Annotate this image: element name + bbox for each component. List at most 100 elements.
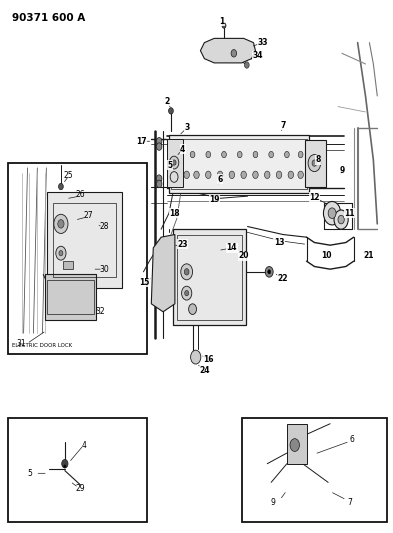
Bar <box>173 229 246 325</box>
Circle shape <box>334 210 348 229</box>
Text: 1: 1 <box>219 17 225 26</box>
Text: 6: 6 <box>217 175 223 183</box>
Circle shape <box>184 171 189 179</box>
Circle shape <box>156 180 162 188</box>
Text: 8: 8 <box>316 156 321 164</box>
Text: ELECTRIC DOOR LOCK: ELECTRIC DOOR LOCK <box>12 343 72 348</box>
Circle shape <box>181 264 193 280</box>
Text: 30: 30 <box>99 265 109 273</box>
Text: 29: 29 <box>76 484 85 493</box>
Circle shape <box>156 143 162 150</box>
Circle shape <box>312 160 317 166</box>
Circle shape <box>156 138 162 145</box>
Bar <box>8 418 147 522</box>
Circle shape <box>54 214 68 233</box>
Text: 90371 600 A: 90371 600 A <box>12 13 85 23</box>
Circle shape <box>222 23 226 28</box>
Circle shape <box>58 220 64 228</box>
Text: 5: 5 <box>167 161 173 169</box>
Bar <box>47 280 94 314</box>
Text: 22: 22 <box>278 274 288 282</box>
Bar <box>305 140 326 187</box>
Circle shape <box>269 151 274 158</box>
Circle shape <box>265 266 273 277</box>
Circle shape <box>288 171 294 179</box>
Bar <box>45 274 96 320</box>
Bar <box>177 235 242 320</box>
Polygon shape <box>151 235 175 312</box>
Circle shape <box>62 459 68 468</box>
Text: 15: 15 <box>139 278 149 287</box>
Circle shape <box>206 151 211 158</box>
Circle shape <box>338 215 344 224</box>
Text: 21: 21 <box>364 252 374 260</box>
Circle shape <box>194 171 199 179</box>
Circle shape <box>264 171 270 179</box>
Circle shape <box>241 171 246 179</box>
Circle shape <box>169 156 179 169</box>
Bar <box>63 261 73 269</box>
Text: 20: 20 <box>239 252 249 260</box>
Circle shape <box>298 171 303 179</box>
Circle shape <box>206 171 211 179</box>
Text: 11: 11 <box>345 209 355 217</box>
Text: 27: 27 <box>84 212 93 220</box>
Circle shape <box>59 183 63 190</box>
Bar <box>167 139 183 187</box>
Circle shape <box>253 171 258 179</box>
Circle shape <box>308 155 321 172</box>
Circle shape <box>184 269 189 275</box>
Circle shape <box>290 439 299 451</box>
Circle shape <box>229 171 235 179</box>
Text: 6: 6 <box>349 435 354 444</box>
Circle shape <box>222 151 226 158</box>
Circle shape <box>328 208 336 219</box>
Circle shape <box>276 171 282 179</box>
Text: 2: 2 <box>164 97 170 106</box>
Circle shape <box>156 175 162 182</box>
Circle shape <box>190 151 195 158</box>
Circle shape <box>169 108 173 114</box>
Text: 23: 23 <box>178 240 188 248</box>
Text: 7: 7 <box>280 121 286 130</box>
Circle shape <box>217 171 223 179</box>
Circle shape <box>285 151 289 158</box>
Text: 10: 10 <box>321 252 331 260</box>
Text: 28: 28 <box>99 222 109 231</box>
Text: 17: 17 <box>136 137 147 146</box>
Text: 5: 5 <box>27 469 32 478</box>
Text: 24: 24 <box>199 366 209 375</box>
Text: 26: 26 <box>76 190 85 199</box>
Text: 4: 4 <box>180 145 185 154</box>
Text: 12: 12 <box>309 193 320 201</box>
Polygon shape <box>200 38 255 63</box>
Text: 16: 16 <box>203 356 213 364</box>
Text: 33: 33 <box>257 38 268 47</box>
Bar <box>242 418 387 522</box>
Circle shape <box>253 151 258 158</box>
Circle shape <box>268 270 271 274</box>
Text: 18: 18 <box>169 209 180 217</box>
Text: 32: 32 <box>95 308 105 316</box>
Text: 13: 13 <box>274 238 284 247</box>
Bar <box>287 424 307 464</box>
Circle shape <box>56 246 66 260</box>
Text: 7: 7 <box>347 498 352 506</box>
Circle shape <box>182 286 192 300</box>
Bar <box>8 163 147 354</box>
Text: 14: 14 <box>227 244 237 252</box>
Circle shape <box>191 350 201 364</box>
Circle shape <box>172 160 176 165</box>
Bar <box>47 192 122 288</box>
Text: 4: 4 <box>82 441 87 449</box>
Circle shape <box>176 151 181 158</box>
Text: 3: 3 <box>184 124 189 132</box>
Text: 31: 31 <box>17 340 26 348</box>
Circle shape <box>298 151 303 158</box>
Text: 9: 9 <box>271 498 275 506</box>
Text: 34: 34 <box>253 52 263 60</box>
Circle shape <box>189 304 196 314</box>
Circle shape <box>237 151 242 158</box>
Circle shape <box>59 251 63 256</box>
Circle shape <box>64 465 66 468</box>
